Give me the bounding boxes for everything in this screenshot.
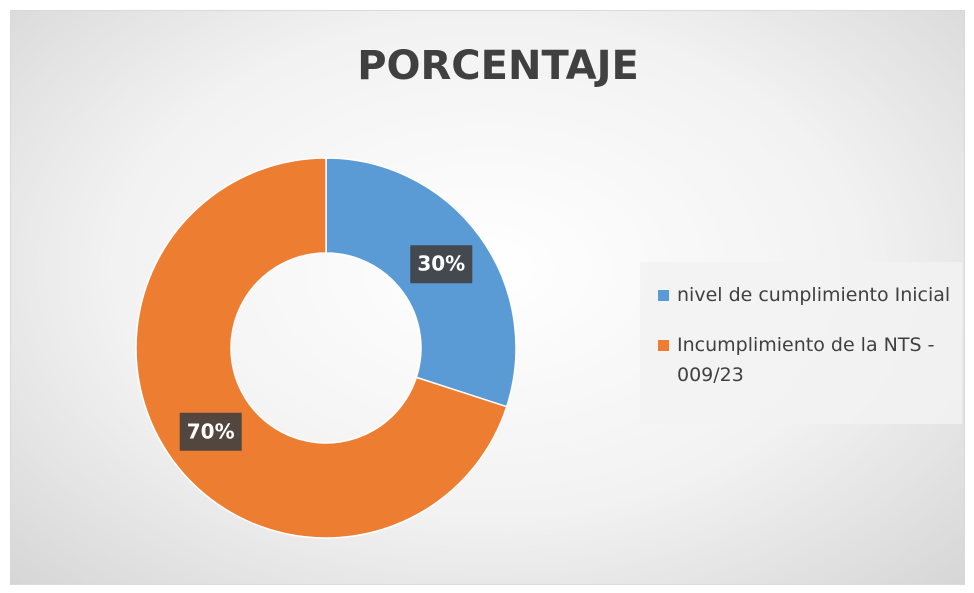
legend-label: nivel de cumplimiento Inicial [677, 284, 951, 306]
legend-label: Incumplimiento de la NTS - 009/23 [677, 334, 935, 386]
data-label: 70% [187, 419, 235, 443]
legend-marker [658, 290, 669, 301]
data-label: 30% [417, 252, 465, 276]
data-label-box [410, 245, 473, 284]
chart-title: PORCENTAJE [357, 43, 639, 89]
data-label-box [179, 412, 242, 451]
legend-entry: Incumplimiento de la NTS - 009/23 [658, 330, 952, 390]
legend: nivel de cumplimiento Inicial Incumplimie… [640, 262, 962, 424]
legend-marker [658, 340, 669, 351]
legend-entry: nivel de cumplimiento Inicial [658, 280, 952, 310]
